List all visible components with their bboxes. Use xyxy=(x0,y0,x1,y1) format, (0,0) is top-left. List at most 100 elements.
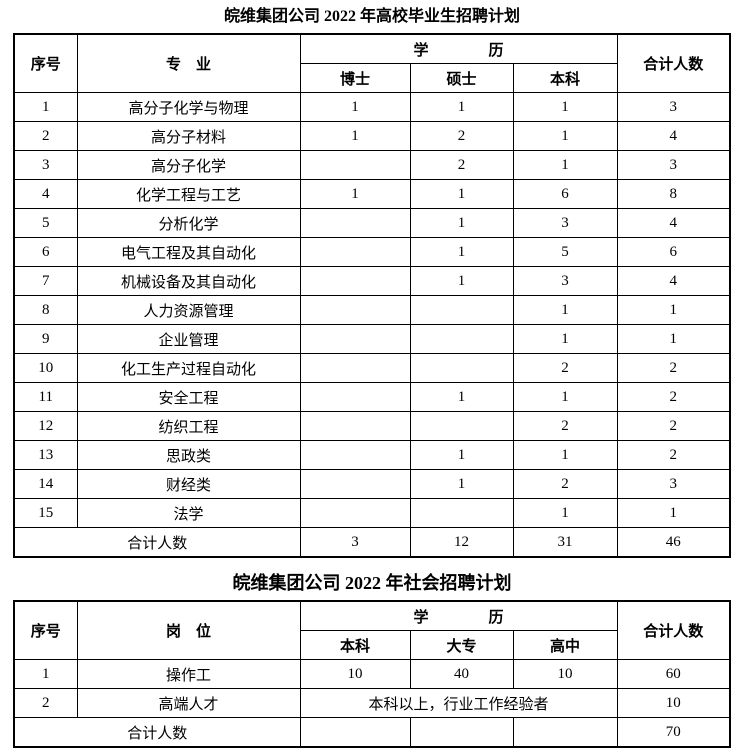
total-count-cell: 31 xyxy=(512,527,618,558)
header-highschool: 高中 xyxy=(512,630,618,660)
table-row: 10 化工生产过程自动化 2 2 xyxy=(13,353,731,383)
row-total-cell: 8 xyxy=(616,179,731,209)
graduate-table-header: 序号 专 业 学 历 合计人数 博士 硕士 本科 xyxy=(13,33,731,93)
count-cell: 1 xyxy=(512,121,618,151)
social-plan-title: 皖维集团公司 2022 年社会招聘计划 xyxy=(232,573,512,593)
social-table-header: 序号 岗 位 学 历 合计人数 本科 大专 高中 xyxy=(13,600,731,660)
row-label-cell: 人力资源管理 xyxy=(76,295,301,325)
header-total: 合计人数 xyxy=(616,600,731,660)
header-row-sub: 本科 大专 高中 xyxy=(14,630,730,660)
count-cell xyxy=(299,150,411,180)
row-index-cell: 9 xyxy=(13,324,78,354)
row-total-cell: 1 xyxy=(616,498,731,528)
total-count-cell xyxy=(299,717,411,748)
table-row: 12 纺织工程 2 2 xyxy=(13,411,731,441)
count-cell xyxy=(299,237,411,267)
row-total-cell: 2 xyxy=(616,440,731,470)
row-index-cell: 15 xyxy=(13,498,78,528)
count-cell: 3 xyxy=(512,266,618,296)
header-row-sub: 博士 硕士 本科 xyxy=(14,63,730,93)
row-total-cell: 3 xyxy=(616,92,731,122)
table-row: 4 化学工程与工艺 1 1 6 8 xyxy=(13,179,731,209)
row-total-cell: 2 xyxy=(616,382,731,412)
table-row: 2 高分子材料 1 2 1 4 xyxy=(13,121,731,151)
row-index-cell: 12 xyxy=(13,411,78,441)
count-cell xyxy=(299,382,411,412)
total-label-cell: 合计人数 xyxy=(13,527,301,558)
total-row: 合计人数 3 12 31 46 xyxy=(13,527,731,558)
row-label-cell: 化工生产过程自动化 xyxy=(76,353,301,383)
row-total-cell: 1 xyxy=(616,295,731,325)
count-cell: 10 xyxy=(299,659,411,689)
count-cell xyxy=(409,498,514,528)
count-cell xyxy=(299,266,411,296)
row-label-cell: 纺织工程 xyxy=(76,411,301,441)
count-cell xyxy=(409,411,514,441)
table-row: 1 操作工 10 40 10 60 xyxy=(13,659,731,689)
count-cell: 2 xyxy=(409,150,514,180)
total-count-cell xyxy=(409,717,514,748)
count-cell: 1 xyxy=(299,121,411,151)
row-total-cell: 1 xyxy=(616,324,731,354)
table-row: 11 安全工程 1 1 2 xyxy=(13,382,731,412)
graduate-plan-title: 皖维集团公司 2022 年高校毕业生招聘计划 xyxy=(223,8,520,25)
header-total: 合计人数 xyxy=(616,33,731,93)
count-cell: 2 xyxy=(512,353,618,383)
row-label-cell: 财经类 xyxy=(76,469,301,499)
row-total-cell: 4 xyxy=(616,121,731,151)
count-cell xyxy=(299,353,411,383)
count-cell: 1 xyxy=(409,266,514,296)
count-cell: 2 xyxy=(512,469,618,499)
total-count-cell xyxy=(512,717,618,748)
header-row-top: 序号 岗 位 学 历 合计人数 xyxy=(13,600,731,660)
row-index-cell: 7 xyxy=(13,266,78,296)
header-index: 序号 xyxy=(13,33,78,93)
count-cell: 1 xyxy=(512,498,618,528)
row-total-cell: 2 xyxy=(616,353,731,383)
social-table-body: 1 操作工 10 40 10 60 2 高端人才 本科以上，行业工作经验者 10 合计人数 70 xyxy=(13,659,731,748)
count-cell xyxy=(299,498,411,528)
count-cell xyxy=(409,295,514,325)
table-row: 2 高端人才 本科以上，行业工作经验者 10 xyxy=(13,688,731,718)
total-row: 合计人数 70 xyxy=(13,717,731,748)
count-cell: 1 xyxy=(409,179,514,209)
row-index-cell: 11 xyxy=(13,382,78,412)
merged-education-cell: 本科以上，行业工作经验者 xyxy=(299,688,618,718)
row-label-cell: 电气工程及其自动化 xyxy=(76,237,301,267)
header-doctor: 博士 xyxy=(299,63,411,93)
count-cell: 1 xyxy=(409,92,514,122)
count-cell: 40 xyxy=(409,659,514,689)
header-education: 学 历 xyxy=(299,33,618,64)
row-index-cell: 1 xyxy=(13,92,78,122)
row-total-cell: 4 xyxy=(616,208,731,238)
row-label-cell: 分析化学 xyxy=(76,208,301,238)
header-college: 大专 xyxy=(409,630,514,660)
count-cell xyxy=(299,324,411,354)
count-cell xyxy=(409,324,514,354)
row-total-cell: 2 xyxy=(616,411,731,441)
count-cell xyxy=(299,208,411,238)
count-cell: 3 xyxy=(512,208,618,238)
count-cell: 5 xyxy=(512,237,618,267)
row-label-cell: 化学工程与工艺 xyxy=(76,179,301,209)
table-row: 9 企业管理 1 1 xyxy=(13,324,731,354)
count-cell: 1 xyxy=(409,382,514,412)
header-bachelor: 本科 xyxy=(299,630,411,660)
row-label-cell: 高端人才 xyxy=(76,688,301,718)
row-index-cell: 3 xyxy=(13,150,78,180)
row-index-cell: 8 xyxy=(13,295,78,325)
count-cell xyxy=(409,353,514,383)
count-cell: 1 xyxy=(409,237,514,267)
row-label-cell: 思政类 xyxy=(76,440,301,470)
count-cell: 10 xyxy=(512,659,618,689)
graduate-table-body: 1 高分子化学与物理 1 1 1 3 2 高分子材料 1 2 1 4 3 高分子化学 2 1 3 4 化学工程与工艺… xyxy=(13,92,731,558)
count-cell: 2 xyxy=(409,121,514,151)
count-cell: 1 xyxy=(409,440,514,470)
table-row: 5 分析化学 1 3 4 xyxy=(13,208,731,238)
row-label-cell: 高分子化学 xyxy=(76,150,301,180)
row-total-cell: 60 xyxy=(616,659,731,689)
header-major: 专 业 xyxy=(76,33,301,93)
count-cell: 1 xyxy=(512,150,618,180)
row-index-cell: 10 xyxy=(13,353,78,383)
row-total-cell: 4 xyxy=(616,266,731,296)
